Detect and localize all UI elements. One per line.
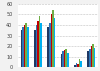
Bar — [79, 59, 80, 67]
Bar — [39, 16, 40, 67]
Bar — [26, 23, 27, 67]
Bar — [67, 53, 69, 67]
Bar — [89, 49, 90, 67]
Bar — [54, 18, 55, 67]
Bar — [87, 51, 89, 67]
Bar — [92, 44, 94, 67]
Bar — [21, 30, 22, 67]
Bar — [74, 65, 76, 67]
Bar — [36, 25, 37, 67]
Bar — [76, 63, 77, 67]
Bar — [62, 51, 64, 67]
Bar — [94, 48, 95, 67]
Bar — [22, 27, 24, 67]
Bar — [50, 14, 52, 67]
Bar — [64, 50, 66, 67]
Bar — [27, 27, 29, 67]
Bar — [66, 49, 67, 67]
Bar — [40, 23, 42, 67]
Bar — [24, 25, 26, 67]
Bar — [52, 10, 54, 67]
Bar — [90, 46, 92, 67]
Bar — [37, 21, 39, 67]
Bar — [47, 27, 49, 67]
Bar — [77, 64, 79, 67]
Bar — [61, 54, 62, 67]
Bar — [80, 61, 82, 67]
Bar — [34, 30, 36, 67]
Bar — [49, 23, 50, 67]
